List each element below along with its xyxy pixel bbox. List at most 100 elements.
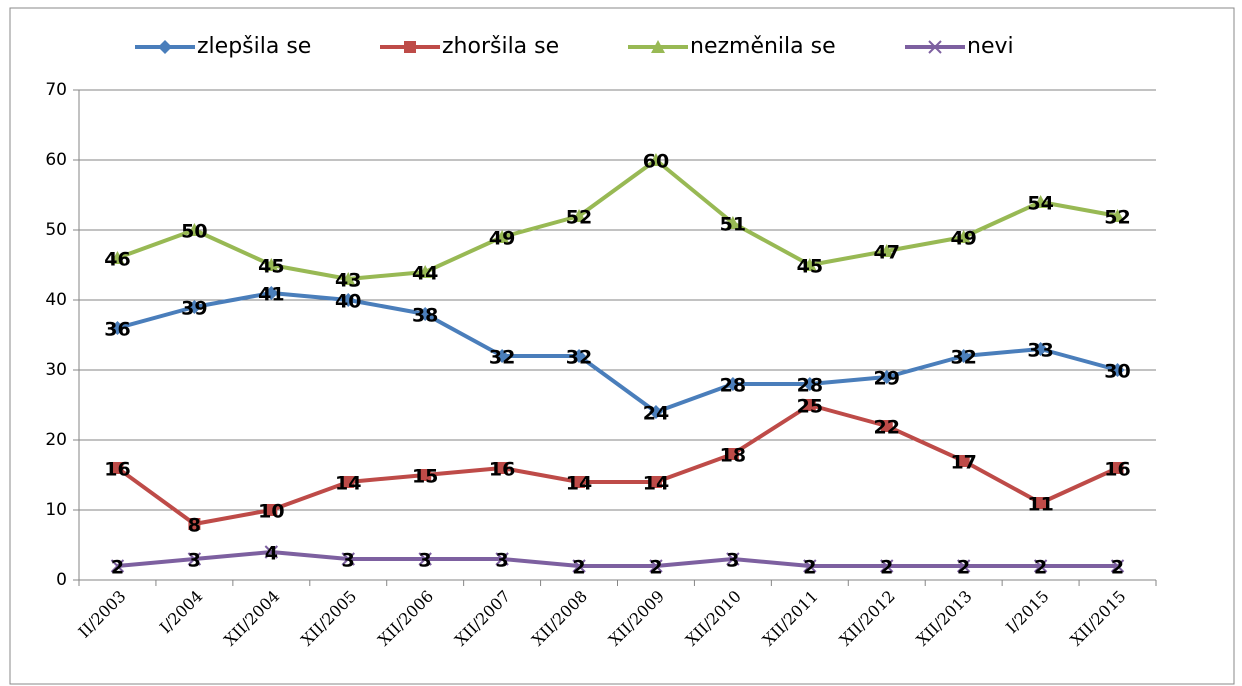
marker — [342, 476, 355, 488]
data-label: 32 — [950, 347, 976, 369]
marker — [879, 370, 894, 384]
data-label: 14 — [335, 473, 361, 495]
marker — [158, 40, 172, 54]
data-label: 3 — [419, 550, 432, 572]
data-label: 49 — [950, 228, 976, 250]
data-label: 18 — [720, 445, 746, 467]
data-label: 14 — [643, 473, 669, 495]
data-label: 41 — [258, 284, 284, 306]
marker — [1110, 209, 1125, 222]
marker — [1111, 462, 1124, 474]
data-label: 8 — [188, 515, 201, 537]
marker — [649, 559, 663, 573]
marker — [187, 300, 202, 314]
marker — [956, 230, 971, 243]
marker — [187, 552, 202, 566]
marker — [802, 258, 817, 271]
marker — [188, 518, 201, 530]
data-label: 2 — [957, 557, 970, 579]
marker — [803, 559, 817, 573]
data-label: 40 — [335, 291, 361, 313]
series-line — [116, 403, 1119, 526]
data-label: 17 — [950, 452, 976, 474]
marker — [572, 349, 587, 363]
legend-label: nevi — [967, 34, 1014, 59]
data-label: 52 — [566, 207, 592, 229]
marker — [110, 251, 125, 264]
data-label: 3 — [188, 550, 201, 572]
data-label: 38 — [412, 305, 438, 327]
y-tick-label: 50 — [45, 220, 67, 240]
data-label: 2 — [572, 557, 585, 579]
data-label: 50 — [181, 221, 207, 243]
marker — [264, 286, 279, 300]
marker — [341, 293, 356, 307]
marker — [803, 399, 816, 411]
data-label: 52 — [1104, 207, 1130, 229]
data-label: 3 — [342, 550, 355, 572]
data-label: 30 — [1104, 361, 1130, 383]
data-label: 24 — [643, 403, 669, 425]
data-label: 54 — [1027, 193, 1053, 215]
y-tick-label: 0 — [56, 570, 67, 590]
marker — [341, 272, 356, 285]
data-label: 32 — [566, 347, 592, 369]
data-label: 3 — [495, 550, 508, 572]
y-tick-label: 70 — [45, 80, 67, 100]
marker — [341, 552, 355, 566]
series-line — [116, 158, 1118, 281]
y-tick-label: 30 — [45, 360, 67, 380]
marker — [495, 349, 510, 363]
data-label: 33 — [1027, 340, 1053, 362]
marker — [418, 552, 432, 566]
y-tick-label: 60 — [45, 150, 67, 170]
marker — [649, 476, 662, 488]
data-label: 16 — [489, 459, 515, 481]
marker — [648, 153, 663, 166]
marker — [1033, 195, 1048, 208]
marker — [1110, 363, 1125, 377]
data-label: 45 — [797, 256, 823, 278]
data-label: 45 — [258, 256, 284, 278]
data-label: 46 — [104, 249, 130, 271]
data-label: 22 — [874, 417, 900, 439]
data-label: 14 — [566, 473, 592, 495]
data-label: 29 — [874, 368, 900, 390]
marker — [880, 420, 893, 432]
data-label: 39 — [181, 298, 207, 320]
marker — [726, 448, 739, 460]
legend-label: zlepšila se — [197, 34, 311, 59]
y-tick-label: 10 — [45, 500, 67, 520]
data-label: 60 — [643, 151, 669, 173]
marker — [726, 552, 740, 566]
marker — [110, 321, 125, 335]
data-label: 43 — [335, 270, 361, 292]
data-label: 16 — [104, 459, 130, 481]
data-label: 32 — [489, 347, 515, 369]
marker — [264, 545, 279, 559]
marker — [418, 265, 433, 278]
data-label: 51 — [720, 214, 746, 236]
data-label: 11 — [1027, 494, 1053, 516]
data-label: 2 — [649, 557, 662, 579]
marker — [572, 209, 587, 222]
marker — [1110, 559, 1125, 573]
y-tick-label: 40 — [45, 290, 67, 310]
marker — [264, 258, 279, 271]
marker — [419, 469, 432, 481]
marker — [725, 377, 740, 391]
marker — [110, 559, 125, 573]
data-label: 28 — [797, 375, 823, 397]
marker — [418, 307, 433, 321]
marker — [404, 41, 416, 53]
data-label: 16 — [1104, 459, 1130, 481]
y-tick-label: 20 — [45, 430, 67, 450]
marker — [573, 476, 586, 488]
data-label: 2 — [1034, 557, 1047, 579]
series-line — [116, 291, 1119, 414]
marker — [111, 462, 124, 474]
marker — [648, 405, 663, 419]
data-label: 4 — [265, 543, 278, 565]
marker — [495, 230, 510, 243]
